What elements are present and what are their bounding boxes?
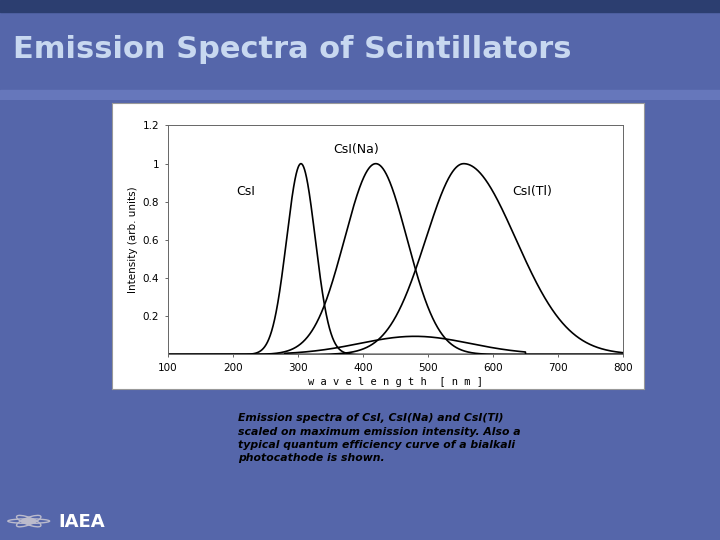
Circle shape bbox=[22, 519, 36, 523]
Text: CsI(Tl): CsI(Tl) bbox=[512, 185, 552, 198]
Bar bbox=[0, 90, 720, 100]
Text: Emission spectra of CsI, CsI(Na) and CsI(Tl)
scaled on maximum emission intensit: Emission spectra of CsI, CsI(Na) and CsI… bbox=[238, 414, 521, 463]
Text: IAEA: IAEA bbox=[58, 514, 104, 531]
Text: Emission Spectra of Scintillators: Emission Spectra of Scintillators bbox=[13, 36, 572, 64]
Y-axis label: Intensity (arb. units): Intensity (arb. units) bbox=[128, 187, 138, 293]
Text: CsI(Na): CsI(Na) bbox=[333, 143, 379, 156]
X-axis label: w a v e l e n g t h  [ n m ]: w a v e l e n g t h [ n m ] bbox=[308, 377, 483, 387]
Text: CsI: CsI bbox=[236, 185, 255, 198]
Bar bbox=[0, 0, 720, 12]
